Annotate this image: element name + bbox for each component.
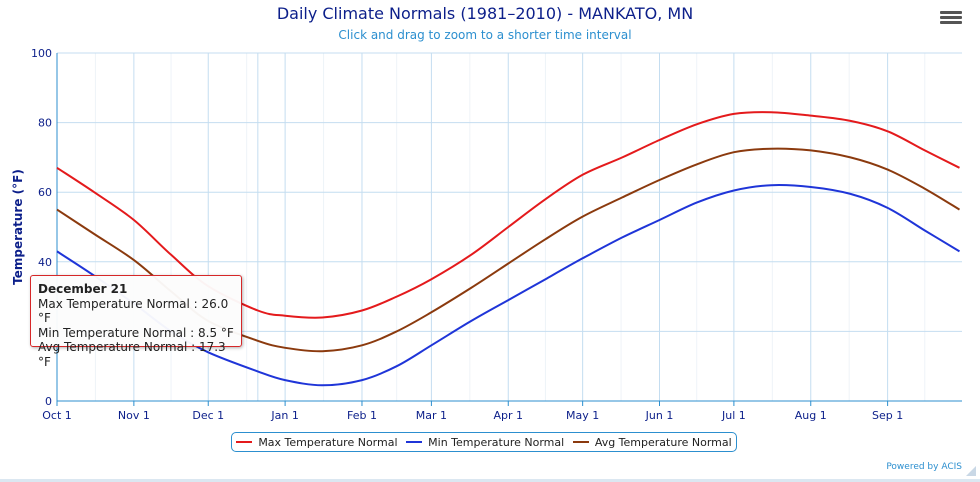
tooltip-line-min: Min Temperature Normal : 8.5 °F	[38, 325, 234, 340]
x-tick-label: Oct 1	[42, 409, 72, 422]
y-tick-label: 100	[31, 47, 52, 60]
x-tick-label: Mar 1	[416, 409, 447, 422]
tooltip-line-avg: Avg Temperature Normal : 17.3 °F	[38, 340, 226, 369]
chart-subtitle: Click and drag to zoom to a shorter time…	[338, 28, 631, 42]
tooltip: December 21 Max Temperature Normal : 26.…	[30, 275, 242, 369]
legend-label-avg: Avg Temperature Normal	[594, 435, 732, 449]
x-tick-label: Sep 1	[872, 409, 903, 422]
resize-handle[interactable]	[966, 466, 976, 476]
tooltip-title: December 21	[38, 282, 128, 296]
legend-label-max: Max Temperature Normal	[258, 435, 398, 449]
x-tick-label: Nov 1	[118, 409, 150, 422]
chart-title: Daily Climate Normals (1981–2010) - MANK…	[277, 4, 693, 23]
legend-item-avg[interactable]: Avg Temperature Normal	[572, 435, 732, 449]
y-tick-label: 60	[38, 186, 52, 199]
x-tick-label: Jan 1	[270, 409, 298, 422]
legend-label-min: Min Temperature Normal	[428, 435, 565, 449]
x-tick-label: Aug 1	[795, 409, 827, 422]
tooltip-line-max: Max Temperature Normal : 26.0 °F	[38, 296, 229, 326]
legend-swatch-max	[236, 441, 253, 443]
credit-link[interactable]: Powered by ACIS	[886, 462, 962, 472]
y-tick-label: 40	[38, 256, 52, 269]
legend-item-max[interactable]: Max Temperature Normal	[236, 435, 398, 449]
y-tick-label: 80	[38, 117, 52, 130]
y-axis-label: Temperature (°F)	[11, 169, 25, 285]
menu-icon[interactable]	[940, 9, 962, 29]
legend-item-min[interactable]: Min Temperature Normal	[406, 436, 564, 449]
x-tick-label: Feb 1	[347, 409, 377, 422]
legend-swatch-min	[406, 441, 423, 443]
x-tick-label: Dec 1	[192, 409, 224, 422]
x-tick-label: Jul 1	[721, 409, 746, 422]
bottom-border	[0, 479, 980, 482]
legend: Max Temperature Normal Min Temperature N…	[231, 432, 737, 452]
y-tick-label: 0	[45, 395, 52, 408]
x-tick-label: May 1	[566, 409, 599, 422]
x-tick-label: Jun 1	[645, 409, 674, 422]
x-tick-label: Apr 1	[493, 409, 523, 422]
legend-swatch-avg	[572, 441, 589, 443]
series-line-min[interactable]	[56, 184, 961, 387]
x-axis-ticks: Oct 1 Nov 1 Dec 1 Jan 1 Feb 1 Mar 1 Apr 1 May 1…	[42, 401, 903, 422]
